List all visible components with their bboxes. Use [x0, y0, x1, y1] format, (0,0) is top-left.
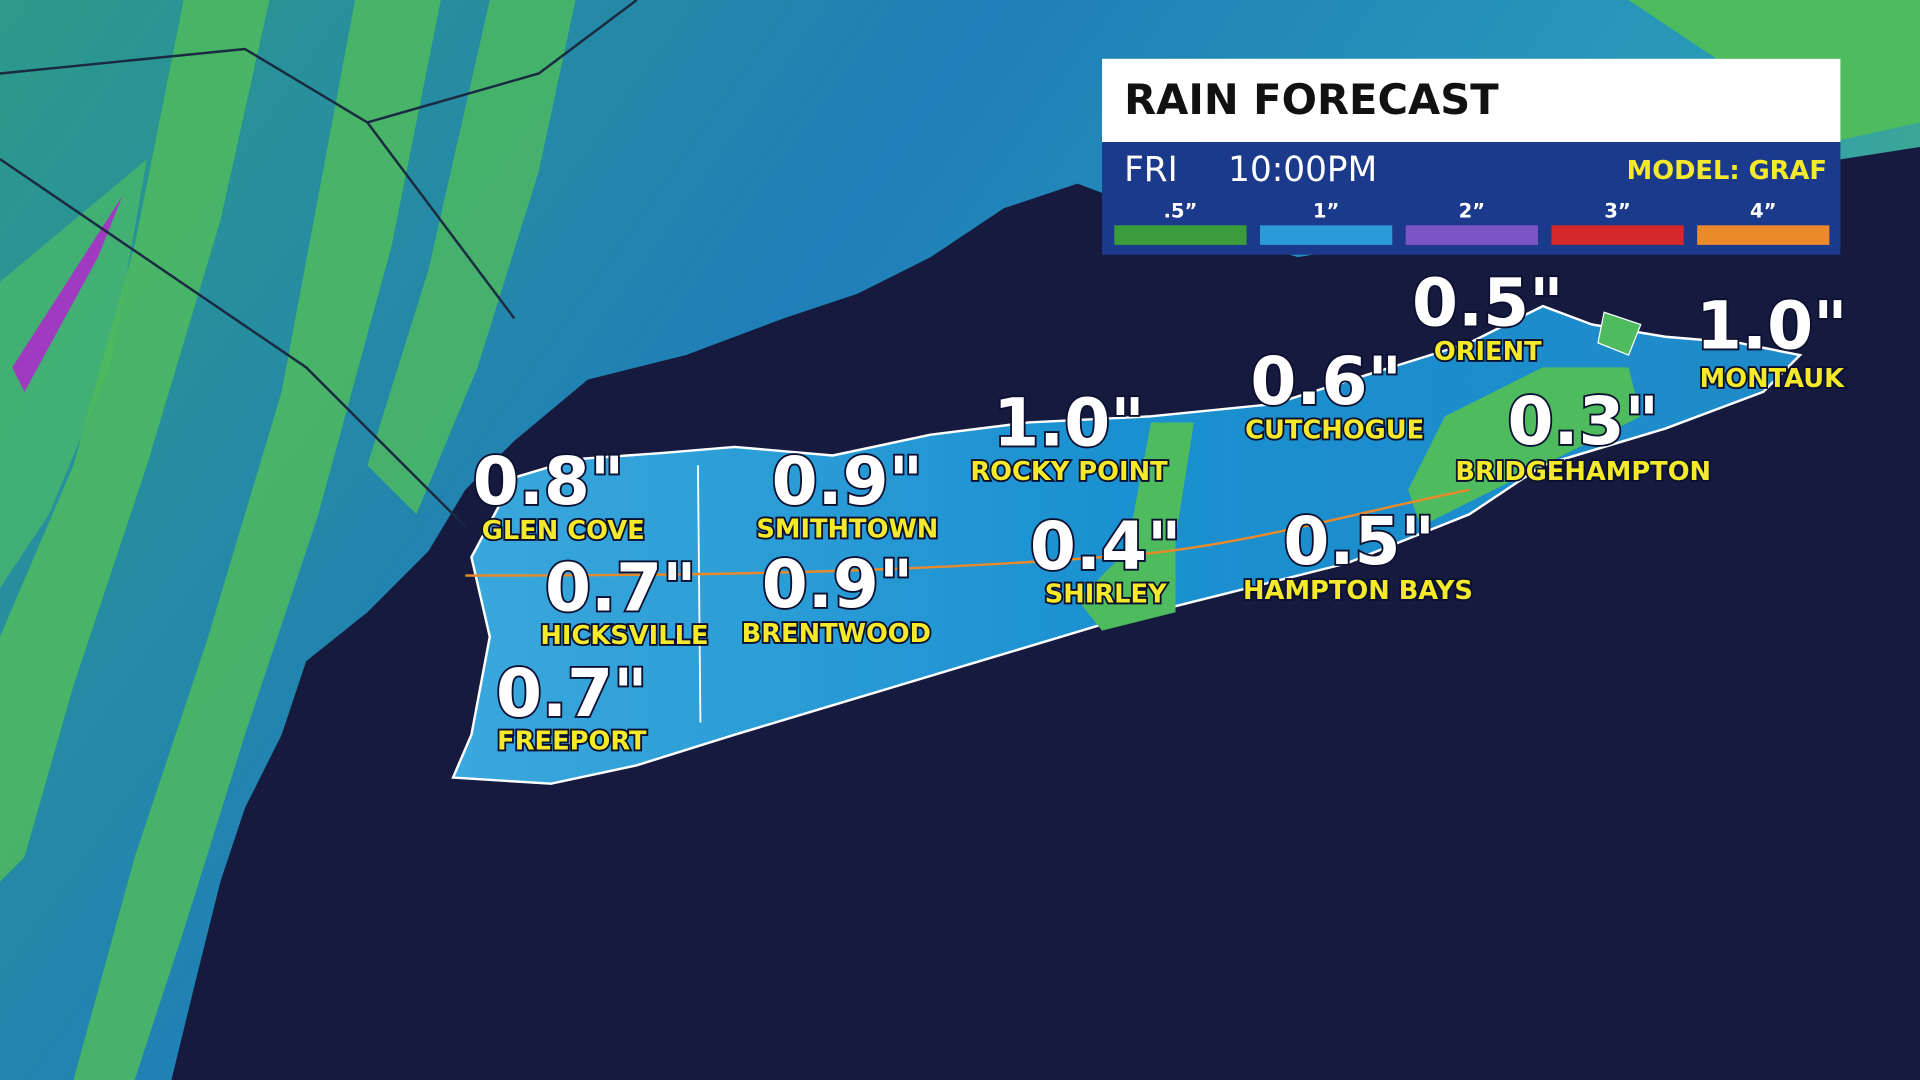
rain-band [0, 159, 147, 588]
legend-swatch [1551, 225, 1684, 245]
legend-label: 3” [1604, 199, 1631, 222]
rain-amount: 0.7" [496, 655, 648, 732]
rain-amount: 0.4" [1030, 508, 1182, 585]
rain-amount: 0.3" [1507, 383, 1659, 460]
legend-label: 1” [1313, 199, 1340, 222]
legend: .5” 1” 2” 3” 4” [1114, 199, 1830, 245]
rain-amount: 0.9" [772, 443, 924, 520]
location-name: HAMPTON BAYS [1243, 576, 1473, 606]
border [0, 0, 638, 528]
rain-amount: 1.0" [993, 384, 1145, 461]
rain-amount: 0.7" [545, 550, 697, 627]
location-name: MONTAUK [1700, 364, 1845, 394]
location-name: SHIRLEY [1045, 580, 1167, 610]
legend-label: .5” [1163, 199, 1197, 222]
rain-band [367, 0, 576, 515]
highway [465, 488, 1470, 577]
location-name: BRENTWOOD [742, 619, 931, 649]
location-name: ROCKY POINT [970, 457, 1168, 487]
rain-band [12, 195, 123, 392]
location-name: BRIDGEHAMPTON [1455, 457, 1711, 487]
rain-amount: 0.8" [473, 443, 625, 520]
location-name: SMITHTOWN [756, 515, 938, 545]
labels: 0.8"GLEN COVE0.7"HICKSVILLE0.7"FREEPORT0… [471, 263, 1850, 759]
legend-swatch [1114, 225, 1247, 245]
title-box [1102, 58, 1841, 143]
title: RAIN FORECAST [1124, 75, 1499, 124]
rain-amount: 0.5" [1283, 503, 1435, 580]
location-name: ORIENT [1434, 337, 1542, 367]
rain-area [1077, 422, 1194, 631]
county-line [697, 465, 702, 723]
rain-area [1408, 367, 1641, 527]
rain-band [73, 0, 441, 1080]
legend-swatch [1405, 225, 1538, 245]
rain-band [0, 0, 270, 882]
legend-label: 4” [1750, 199, 1777, 222]
location-name: GLEN COVE [482, 516, 645, 546]
model: MODEL: GRAF [1627, 156, 1827, 186]
time: 10:00PM [1228, 150, 1377, 190]
location-name: CUTCHOGUE [1245, 416, 1424, 446]
day: FRI [1124, 150, 1178, 190]
location-name: FREEPORT [497, 727, 647, 757]
legend-swatch [1260, 225, 1393, 245]
rain-amount: 0.9" [762, 546, 914, 623]
legend-swatch [1697, 225, 1830, 245]
location-name: HICKSVILLE [540, 621, 708, 651]
rain-amount: 0.6" [1250, 343, 1402, 420]
rain-amount: 1.0" [1696, 288, 1848, 365]
legend-label: 2” [1459, 199, 1486, 222]
rain-amount: 0.5" [1412, 264, 1564, 341]
island [1597, 311, 1642, 356]
